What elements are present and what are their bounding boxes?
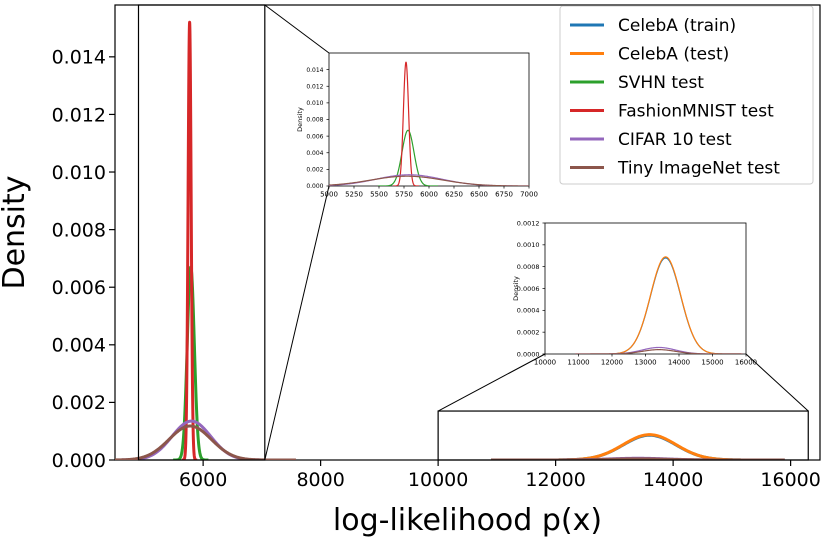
main-ytick-label: 0.012 xyxy=(52,104,106,126)
legend-label-tiny-imagenet-test: Tiny ImageNet test xyxy=(617,159,780,179)
inset_left-series-fashionmnist-test-line xyxy=(392,61,420,186)
legend-frame xyxy=(559,5,814,185)
inset_right-xtick-label: 15000 xyxy=(701,359,723,367)
main-ytick-label: 0.008 xyxy=(52,219,106,241)
zoom-region-box-inset_right xyxy=(437,410,809,461)
inset_left-ytick-label: 0.012 xyxy=(306,83,323,90)
main-series-tiny-imagenet-test-line xyxy=(115,424,297,460)
main-xtick-label: 8000 xyxy=(296,469,344,491)
legend-label-celeba-test: CelebA (test) xyxy=(618,45,729,65)
inset_left-ytick-label: 0.002 xyxy=(306,167,323,174)
inset_left-ytick-label: 0.004 xyxy=(306,150,323,157)
zoom-connector-line xyxy=(745,353,809,412)
inset_left-series-svhn-test-line xyxy=(377,129,439,186)
main-series-fashionmnist-test-line xyxy=(180,20,199,460)
inset_right-ytick-label: 0.0010 xyxy=(517,241,540,249)
inset-right-plot: 10000 11000 12000 13000 14000 15000 16000 0.000… xyxy=(512,219,757,366)
inset_right-xtick-label: 16000 xyxy=(735,359,757,367)
zoom-connector-line xyxy=(264,185,330,461)
inset_left-ytick-label: 0.008 xyxy=(306,117,323,124)
main-ytick-label: 0.010 xyxy=(52,162,106,184)
inset-left-plot: 5000 5250 5500 5750 6000 6250 6500 6750 7000 0.00… xyxy=(296,52,538,199)
inset_left-ytick-label: 0.006 xyxy=(306,133,323,140)
inset_left-y-axis-label: Density xyxy=(296,107,304,132)
inset_right-xtick-label: 12000 xyxy=(601,359,623,367)
inset_left-xtick-label: 5750 xyxy=(395,191,413,199)
inset_right-ytick-label: 0.0012 xyxy=(517,219,540,227)
main-xtick-label: 16000 xyxy=(760,469,820,491)
inset_left-xtick-label: 5250 xyxy=(345,191,363,199)
inset_right-series-layer xyxy=(575,256,743,354)
inset_left-xtick-label: 6500 xyxy=(470,191,488,199)
inset_left-ytick-label: 0.000 xyxy=(306,183,323,190)
main-series-tiny-imagenet-test-tail-line xyxy=(491,457,785,460)
inset_right-xtick-label: 10000 xyxy=(534,359,556,367)
inset_left-xtick-label: 6000 xyxy=(420,191,438,199)
inset_left-xtick-label: 6750 xyxy=(495,191,513,199)
inset_left-ytick-label: 0.010 xyxy=(306,100,323,107)
inset_right-ytick-label: 0.0000 xyxy=(517,350,540,358)
main-xtick-label: 14000 xyxy=(643,469,703,491)
zoom-connector-line xyxy=(264,4,330,54)
inset_left-xtick-label: 5500 xyxy=(370,191,388,199)
inset_left-xtick-label: 6250 xyxy=(445,191,463,199)
main-x-axis-label: log-likelihood p(x) xyxy=(333,503,602,538)
inset_left-xtick-label: 5000 xyxy=(320,191,338,199)
main-y-axis-label: Density xyxy=(0,175,32,289)
main-xtick-label: 10000 xyxy=(408,469,468,491)
main-ytick-label: 0.000 xyxy=(52,450,106,472)
main-ytick-label: 0.004 xyxy=(52,335,106,357)
inset_right-xtick-label: 14000 xyxy=(668,359,690,367)
zoom-connector-line xyxy=(437,353,546,412)
inset_left-ytick-label: 0.014 xyxy=(306,67,323,74)
inset_left-series-layer xyxy=(329,61,529,186)
inset_right-ytick-label: 0.0004 xyxy=(517,307,540,315)
inset_left-series-tiny-imagenet-test-line xyxy=(329,175,529,186)
inset_right-ytick-label: 0.0002 xyxy=(517,329,540,337)
inset_right-series-tiny-imagenet-test-line xyxy=(575,349,743,354)
legend-label-celeba-train: CelebA (train) xyxy=(618,16,736,36)
inset_left-axes-frame xyxy=(328,52,530,187)
legend-label-svhn-test: SVHN test xyxy=(618,73,704,93)
main-xtick-label: 12000 xyxy=(525,469,585,491)
inset_right-ytick-label: 0.0006 xyxy=(517,285,540,293)
main-xtick-label: 6000 xyxy=(179,469,227,491)
inset_left-xtick-label: 7000 xyxy=(520,191,538,199)
main-ytick-label: 0.014 xyxy=(52,47,106,69)
inset_right-y-axis-label: Density xyxy=(512,276,520,301)
zoom-connectors xyxy=(137,4,809,461)
inset_right-ytick-label: 0.0008 xyxy=(517,263,540,271)
legend-label-cifar-10-test: CIFAR 10 test xyxy=(618,130,732,150)
inset_right-xtick-label: 11000 xyxy=(567,359,589,367)
inset_right-axes-frame xyxy=(544,222,747,355)
main-ytick-label: 0.002 xyxy=(52,392,106,414)
zoom-region-box-inset_left xyxy=(137,4,266,461)
main-ytick-label: 0.006 xyxy=(52,277,106,299)
legend: CelebA (train) CelebA (test) SVHN test Fash… xyxy=(559,5,814,185)
legend-label-fashionmnist-test: FashionMNIST test xyxy=(618,102,774,122)
inset_right-xtick-label: 13000 xyxy=(634,359,656,367)
